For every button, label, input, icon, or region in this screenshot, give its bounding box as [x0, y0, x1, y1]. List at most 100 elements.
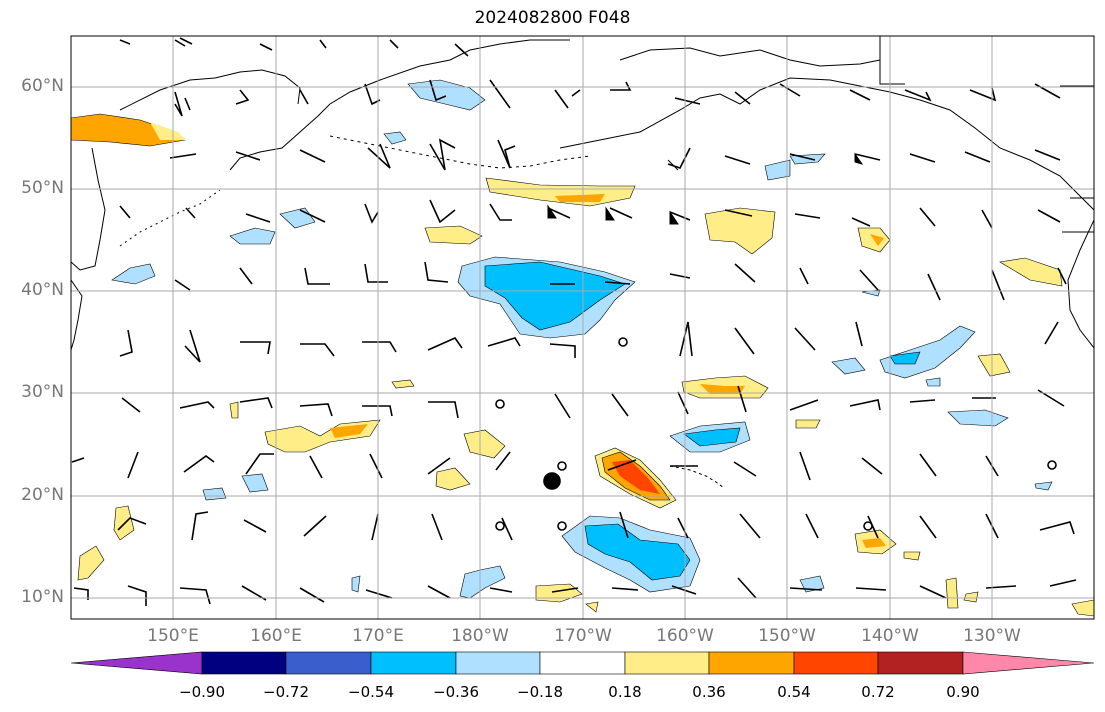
colorbar-label: 0.54: [777, 683, 811, 701]
anomaly-positive-area: [999, 257, 1063, 287]
anomaly-positive-area: [330, 424, 368, 438]
colorbar-label: −0.18: [517, 683, 563, 701]
wind-barb: [554, 385, 747, 419]
lon-label-130w: 130°W: [963, 626, 1021, 646]
anomaly-negative-area: [584, 523, 691, 581]
wind-barb: [854, 149, 1061, 163]
wind-flag: [854, 152, 864, 165]
colorbar-segment: [793, 651, 879, 675]
anomaly-negative-area: [889, 351, 921, 365]
wind-barb: [367, 138, 456, 171]
border-canada: [879, 36, 905, 85]
wind-barb: [245, 453, 451, 479]
wind-barb: [121, 397, 273, 413]
lon-label-160e: 160°E: [250, 626, 302, 646]
lon-label-150e: 150°E: [147, 626, 199, 646]
colorbar-label: 0.18: [608, 683, 642, 701]
anomaly-positive-area: [862, 538, 886, 548]
colorbar-segment: [201, 651, 287, 675]
wind-barb: [737, 577, 1077, 599]
gridlines: [71, 36, 1094, 619]
station-marker: [557, 461, 567, 471]
colorbar-segment: [285, 651, 372, 675]
wind-barb: [549, 321, 755, 358]
station-marker: [618, 337, 628, 347]
coastline-na-west: [1067, 219, 1094, 349]
anomaly-positive-area: [463, 429, 506, 459]
anomaly-negative-area: [351, 575, 361, 593]
wind-barb: [174, 91, 191, 117]
wind-flag: [605, 206, 615, 221]
station-marker: [1047, 460, 1057, 470]
wind-barb: [364, 261, 449, 283]
lat-label-30n: 30°N: [21, 382, 64, 402]
map-title: 2024082800 F048: [474, 8, 631, 28]
wind-barb: [969, 83, 1061, 102]
colorbar-label: −0.90: [179, 683, 225, 701]
colorbar-segment: [877, 651, 964, 675]
anomaly-positive-area: [229, 401, 239, 419]
anomaly-negative-area: [111, 263, 156, 285]
anomaly-negative-area: [229, 227, 276, 245]
anomaly-positive-area: [555, 194, 605, 202]
anomaly-positive-area: [700, 384, 745, 394]
anomaly-positive-area: [870, 234, 884, 246]
anomaly-negative-area: [831, 357, 866, 375]
lat-label-10n: 10°N: [21, 587, 64, 607]
wind-flag: [669, 210, 679, 225]
anomaly-positive-area: [424, 225, 483, 245]
wind-barb: [174, 267, 330, 291]
anomaly-negative-area: [925, 377, 941, 387]
wind-barb: [495, 451, 757, 477]
anomaly-negative-area: [683, 427, 741, 447]
colorbar-extend-low: [70, 651, 203, 675]
coastline-okhotsk: [71, 147, 106, 271]
lon-label-160w: 160°W: [656, 626, 714, 646]
station-marker: [557, 521, 567, 531]
anomaly-positive-area: [150, 122, 186, 140]
anomaly-negative-area: [484, 261, 626, 331]
anomaly-positive-area: [1071, 599, 1094, 617]
lat-label-60n: 60°N: [21, 76, 64, 96]
wind-barb: [119, 205, 271, 223]
wind-flag: [547, 204, 557, 219]
wind-barb: [734, 263, 1067, 301]
anomaly-positive-area: [77, 545, 105, 581]
lon-label-180w: 180°W: [451, 626, 509, 646]
anomaly-positive-area: [945, 577, 959, 609]
anomaly-positive-area: [585, 601, 599, 613]
station-marker: [495, 521, 505, 531]
anomaly-positive-area: [612, 460, 660, 494]
colorbar-label: −0.72: [263, 683, 309, 701]
station-markers: [495, 337, 1057, 531]
colorbar-label: 0.90: [946, 683, 980, 701]
wind-barb: [789, 389, 1065, 411]
anomaly-negative-area: [764, 159, 791, 181]
colorbar: [70, 651, 1095, 675]
wind-barb: [489, 79, 581, 109]
coastlines: [71, 36, 1094, 489]
wind-barb: [799, 451, 999, 481]
coastline-kamchatka: [229, 39, 570, 171]
wind-barb: [550, 273, 691, 285]
wind-flags: [547, 152, 864, 225]
wind-barb: [243, 513, 443, 541]
coastline-alaska: [559, 77, 1094, 211]
wind-barb: [240, 341, 397, 357]
colorbar-segment: [708, 651, 795, 675]
wind-barb: [805, 513, 1075, 539]
wind-barb: [299, 199, 456, 224]
anomaly-negative-area: [879, 325, 976, 379]
wind-barb: [497, 139, 516, 169]
anomaly-positive-area: [903, 551, 921, 561]
wind-barb: [119, 37, 193, 47]
wind-barb: [241, 585, 451, 603]
lon-label-170w: 170°W: [554, 626, 612, 646]
wind-barb: [117, 511, 209, 541]
coastline-alaska-north: [619, 47, 881, 67]
wind-barb: [779, 83, 932, 102]
lat-label-20n: 20°N: [21, 485, 64, 505]
anomaly-negative-area: [947, 409, 1009, 427]
lon-label-150w: 150°W: [758, 626, 816, 646]
